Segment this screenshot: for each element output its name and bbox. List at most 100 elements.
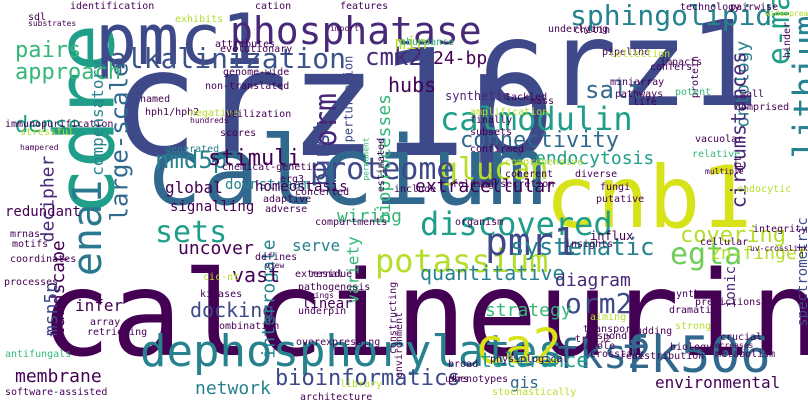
cloud-word-transport: transport xyxy=(583,324,638,335)
cloud-word-global: global xyxy=(165,178,223,197)
cloud-word-salt: salt xyxy=(585,76,643,104)
cloud-word-trk1-2: trk1,2 xyxy=(575,334,612,345)
cloud-word-calcium: calcium xyxy=(145,117,546,227)
cloud-word-tolerance: tolerance xyxy=(480,348,589,372)
cloud-word-covering: covering xyxy=(680,223,786,248)
cloud-word-fungi: fungi xyxy=(600,182,631,193)
cloud-word-burst: burst xyxy=(310,119,336,187)
cloud-word-combination: combination xyxy=(213,321,280,332)
cloud-word-calcineurin: calcineurin xyxy=(40,245,808,383)
cloud-word-fk506: fk506 xyxy=(620,326,771,384)
cloud-word-broad: broad xyxy=(448,359,479,370)
cloud-word-environmental: environmental xyxy=(655,373,781,392)
cloud-word-redistribution: redistribution xyxy=(620,351,705,362)
cloud-word-stochastically: stochastically xyxy=(492,387,577,398)
cloud-word-gis: gis xyxy=(510,373,539,392)
cloud-word-crz1p: crz1p xyxy=(110,18,556,190)
cloud-word-strategy: strategy xyxy=(485,300,572,321)
cloud-word-collection: collection xyxy=(610,49,671,60)
cloud-word-environment: environment xyxy=(394,311,406,379)
cloud-word-pipeline: pipeline xyxy=(602,47,651,58)
cloud-word-named: named xyxy=(140,94,171,105)
cloud-word-extracellular: extracellular xyxy=(415,176,556,197)
cloud-word-wiring: wiring xyxy=(337,206,403,227)
cloud-word-hundreds: hundreds xyxy=(190,116,229,125)
cloud-word-hinder: hinder xyxy=(782,21,794,59)
cloud-word-immunopurification: immunopurification xyxy=(5,119,114,130)
cloud-word-technology: technology xyxy=(680,2,741,13)
cloud-word-permanent: permanent xyxy=(361,137,371,181)
cloud-word-cnb1: cnb1 xyxy=(545,148,753,248)
cloud-word-mass: mass xyxy=(530,96,555,107)
cloud-word-large-scale: large-scale xyxy=(105,62,134,222)
cloud-word-miniarray: miniarray xyxy=(610,77,665,88)
cloud-word-insights: insights xyxy=(565,239,614,250)
cloud-word-linear: linear xyxy=(302,296,353,312)
cloud-word-external: external xyxy=(295,269,344,280)
cloud-word-diverse: diverse xyxy=(575,169,618,180)
cloud-word-folding-secretion: folding/secretion xyxy=(452,179,555,190)
cloud-word-vast: vast xyxy=(232,263,281,287)
cloud-word-subsets: subsets xyxy=(470,127,513,138)
cloud-word-potent: potent xyxy=(675,87,712,98)
cloud-word-alkalinization: alkalinization xyxy=(110,42,347,75)
cloud-word-pmr1: pmr1 xyxy=(485,220,577,264)
cloud-word-respond: respond xyxy=(585,331,628,342)
cloud-word-confirmed: confirmed xyxy=(470,144,525,155)
cloud-word-pmc1: pmc1 xyxy=(95,0,264,81)
cloud-word-utilization: utilization xyxy=(225,109,292,120)
cloud-word-residue: residue xyxy=(310,269,353,280)
cloud-word-connectivity: connectivity xyxy=(460,128,619,153)
cloud-word-crucial: crucial xyxy=(720,332,763,343)
cloud-word-concerted: concerted xyxy=(295,187,350,198)
cloud-word-crosstalk: crosstalk xyxy=(590,349,645,360)
cloud-word-cellular: cellular xyxy=(700,237,749,248)
cloud-word-fks2: fks2 xyxy=(555,332,652,378)
cloud-word-uv-crosslinking: uv-crosslinking xyxy=(750,244,808,253)
cloud-word-substrates: substrates xyxy=(28,19,77,28)
cloud-word-genome-wide: genome-wide xyxy=(223,67,290,78)
cloud-word-proteome: proteome xyxy=(310,152,455,187)
cloud-word-organism: organism xyxy=(455,217,504,228)
cloud-word-kinases: kinases xyxy=(200,289,243,300)
cloud-word-mrnas: mrnas xyxy=(10,229,41,240)
cloud-word-hampered: hampered xyxy=(20,143,59,152)
cloud-word-approach: approach xyxy=(15,60,121,85)
cloud-word-redundant: redundant xyxy=(5,204,81,220)
cloud-word-budding: budding xyxy=(630,326,673,337)
cloud-word-perturbation: perturbation xyxy=(341,55,356,143)
cloud-word-dense: dense xyxy=(15,113,82,138)
cloud-word-endocytic: endocytic xyxy=(737,184,792,195)
cloud-word-cic-nt: cic-nt xyxy=(203,272,240,283)
cloud-word-amplification: amplification xyxy=(470,107,549,118)
cloud-word-brings: brings xyxy=(305,291,334,300)
cloud-word-pairwise: pairwise xyxy=(730,2,779,13)
cloud-word-dramatic: dramatic xyxy=(669,305,718,316)
cloud-word-pathways: pathways xyxy=(615,89,664,100)
cloud-word-antifungals: antifungals xyxy=(5,349,72,360)
cloud-word-putative: putative xyxy=(596,194,645,205)
cloud-word-overexpressing: overexpressing xyxy=(296,337,381,348)
cloud-word-membrane: membrane xyxy=(15,366,102,387)
cloud-word-egta: egta xyxy=(670,237,743,272)
cloud-word-confers: confers xyxy=(650,62,693,73)
cloud-word-exhibits: exhibits xyxy=(175,14,224,25)
cloud-word-signalling: signalling xyxy=(170,199,255,215)
cloud-word-scores: scores xyxy=(220,128,257,139)
cloud-word-nmd5p: nmd5p xyxy=(155,146,228,174)
cloud-word-potassium: potassium xyxy=(375,242,549,280)
cloud-word-phosphatase: phosphatase xyxy=(230,9,482,53)
cloud-word-ca2: ca2 xyxy=(475,319,562,375)
cloud-word-tackled: tackled xyxy=(505,92,548,103)
cloud-word-import: import xyxy=(330,24,359,33)
cloud-word-underpin: underpin xyxy=(298,306,347,317)
cloud-word-hph1-hph2: hph1/hph2 xyxy=(145,107,200,118)
cloud-word-compartments: compartments xyxy=(315,217,388,228)
cloud-word-pairs: pairs xyxy=(15,38,82,63)
cloud-word-synthase: synthase xyxy=(670,289,719,300)
cloud-word-predictions: predictions xyxy=(695,297,762,308)
cloud-word-dephosphorylates: dephosphorylates xyxy=(140,326,564,377)
cloud-word-systematic: systematic xyxy=(510,233,655,261)
cloud-word-homeostasis: homeostasis xyxy=(255,179,348,195)
